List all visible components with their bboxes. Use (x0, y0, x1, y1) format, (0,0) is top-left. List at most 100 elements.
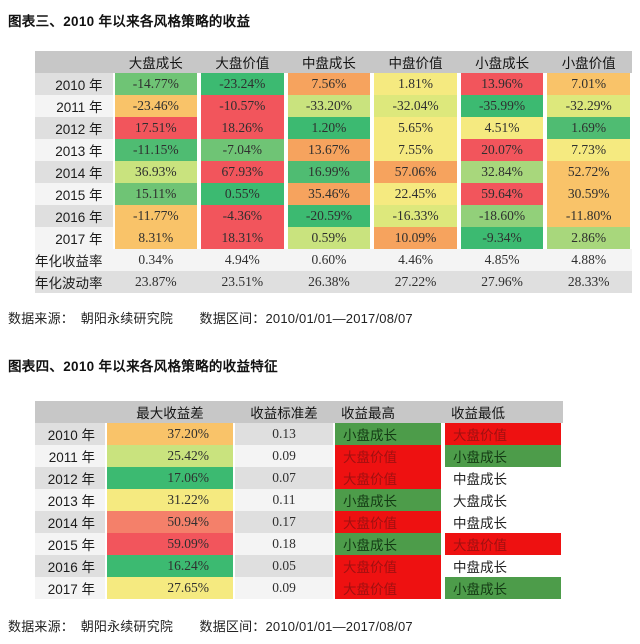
return-cell: 23.51% (199, 271, 286, 293)
figure4-title: 图表四、2010 年以来各风格策略的收益特征 (8, 359, 278, 374)
return-cell: 1.69% (545, 117, 632, 139)
row-label: 2012 年 (35, 117, 113, 139)
table-row: 2013 年 -11.15% -7.04% 13.67% 7.55% 20.07% 7.73… (35, 139, 632, 161)
return-cell: 1.20% (285, 117, 373, 139)
return-cell: -23.46% (112, 95, 200, 117)
return-cell: -23.24% (199, 73, 286, 95)
figure3-title: 图表三、2010 年以来各风格策略的收益 (8, 14, 251, 29)
return-cell: 27.96% (458, 271, 546, 293)
return-cell: 4.46% (372, 249, 459, 271)
column-header-3: 中盘成长 (285, 51, 373, 73)
return-std-cell: 0.13 (235, 423, 333, 445)
return-cell: -9.34% (458, 227, 546, 249)
table-row: 年化收益率 0.34% 4.94% 0.60% 4.46% 4.85% 4.88% (35, 249, 632, 271)
return-cell: 18.26% (199, 117, 286, 139)
return-cell: 4.85% (458, 249, 546, 271)
return-cell: 13.67% (285, 139, 373, 161)
row-label: 2010 年 (35, 73, 113, 95)
max-return-spread-cell: 31.22% (105, 489, 235, 511)
return-cell: -32.29% (545, 95, 632, 117)
table-row: 2015 年 59.09% 0.18 小盘成长 大盘价值 (35, 533, 563, 555)
return-cell: 20.07% (458, 139, 546, 161)
return-cell: 4.94% (199, 249, 286, 271)
column-header-4: 收益最低 (443, 401, 563, 423)
column-header-3: 收益最高 (333, 401, 443, 423)
return-cell: 18.31% (199, 227, 286, 249)
table-row: 2016 年 16.24% 0.05 大盘价值 中盘成长 (35, 555, 563, 577)
return-cell: -4.36% (199, 205, 286, 227)
table-row: 2017 年 8.31% 18.31% 0.59% 10.09% -9.34% 2.86% (35, 227, 632, 249)
column-header-6: 小盘价值 (545, 51, 632, 73)
return-cell: 1.81% (372, 73, 459, 95)
return-cell: -7.04% (199, 139, 286, 161)
table-row: 2011 年 -23.46% -10.57% -33.20% -32.04% -35.99… (35, 95, 632, 117)
highest-return-cell: 大盘价值 (333, 555, 443, 577)
column-header-4: 中盘价值 (372, 51, 459, 73)
return-cell: 59.64% (458, 183, 546, 205)
lowest-return-cell: 大盘成长 (443, 489, 563, 511)
header-row: 最大收益差 收益标准差 收益最高 收益最低 (35, 401, 563, 423)
lowest-return-cell: 小盘成长 (443, 445, 563, 467)
max-return-spread-cell: 25.42% (105, 445, 235, 467)
max-return-spread-cell: 17.06% (105, 467, 235, 489)
row-label: 2012 年 (35, 467, 105, 489)
table-row: 2015 年 15.11% 0.55% 35.46% 22.45% 59.64% 30.59… (35, 183, 632, 205)
return-cell: -33.20% (285, 95, 373, 117)
return-cell: 0.55% (199, 183, 286, 205)
lowest-return-cell: 大盘价值 (443, 423, 563, 445)
max-return-spread-cell: 16.24% (105, 555, 235, 577)
return-cell: 17.51% (112, 117, 200, 139)
return-std-cell: 0.11 (235, 489, 333, 511)
return-cell: -11.15% (112, 139, 200, 161)
return-std-cell: 0.17 (235, 511, 333, 533)
return-cell: 4.51% (458, 117, 546, 139)
row-label: 2011 年 (35, 445, 105, 467)
highest-return-cell: 大盘价值 (333, 445, 443, 467)
figure3-source: 数据来源： 朝阳永续研究院 数据区间：2010/01/01—2017/08/07 (8, 311, 413, 326)
return-cell: -14.77% (112, 73, 200, 95)
return-cell: 5.65% (372, 117, 459, 139)
lowest-return-cell: 中盘成长 (443, 467, 563, 489)
return-cell: 28.33% (545, 271, 632, 293)
return-cell: 57.06% (372, 161, 459, 183)
highest-return-cell: 小盘成长 (333, 423, 443, 445)
header-corner-cell (35, 51, 113, 73)
return-cell: 7.56% (285, 73, 373, 95)
return-cell: 23.87% (112, 271, 200, 293)
return-std-cell: 0.07 (235, 467, 333, 489)
row-label: 2015 年 (35, 183, 113, 205)
return-cell: 7.55% (372, 139, 459, 161)
row-label: 2010 年 (35, 423, 105, 445)
table-row: 2010 年 37.20% 0.13 小盘成长 大盘价值 (35, 423, 563, 445)
return-cell: 0.59% (285, 227, 373, 249)
lowest-return-cell: 大盘价值 (443, 533, 563, 555)
return-features-table: 最大收益差 收益标准差 收益最高 收益最低 2010 年 37.20% 0.13 小盘成长 大盘… (35, 401, 563, 599)
return-cell: 32.84% (458, 161, 546, 183)
lowest-return-cell: 中盘成长 (443, 511, 563, 533)
highest-return-cell: 大盘价值 (333, 577, 443, 599)
return-cell: 36.93% (112, 161, 200, 183)
table-row: 2014 年 50.94% 0.17 大盘价值 中盘成长 (35, 511, 563, 533)
row-label: 2014 年 (35, 161, 113, 183)
return-cell: 52.72% (545, 161, 632, 183)
row-label: 年化波动率 (35, 271, 113, 293)
table-row: 2017 年 27.65% 0.09 大盘价值 小盘成长 (35, 577, 563, 599)
return-cell: -11.77% (112, 205, 200, 227)
column-header-5: 小盘成长 (458, 51, 546, 73)
max-return-spread-cell: 27.65% (105, 577, 235, 599)
table-row: 年化波动率 23.87% 23.51% 26.38% 27.22% 27.96% 28.33… (35, 271, 632, 293)
row-label: 2015 年 (35, 533, 105, 555)
return-cell: 7.01% (545, 73, 632, 95)
return-cell: -20.59% (285, 205, 373, 227)
max-return-spread-cell: 37.20% (105, 423, 235, 445)
table-row: 2012 年 17.51% 18.26% 1.20% 5.65% 4.51% 1.69% (35, 117, 632, 139)
return-cell: -10.57% (199, 95, 286, 117)
row-label: 2011 年 (35, 95, 113, 117)
return-cell: 15.11% (112, 183, 200, 205)
return-cell: 67.93% (199, 161, 286, 183)
return-cell: 4.88% (545, 249, 632, 271)
max-return-spread-cell: 50.94% (105, 511, 235, 533)
table-row: 2014 年 36.93% 67.93% 16.99% 57.06% 32.84% 52.7… (35, 161, 632, 183)
return-cell: 26.38% (285, 271, 373, 293)
